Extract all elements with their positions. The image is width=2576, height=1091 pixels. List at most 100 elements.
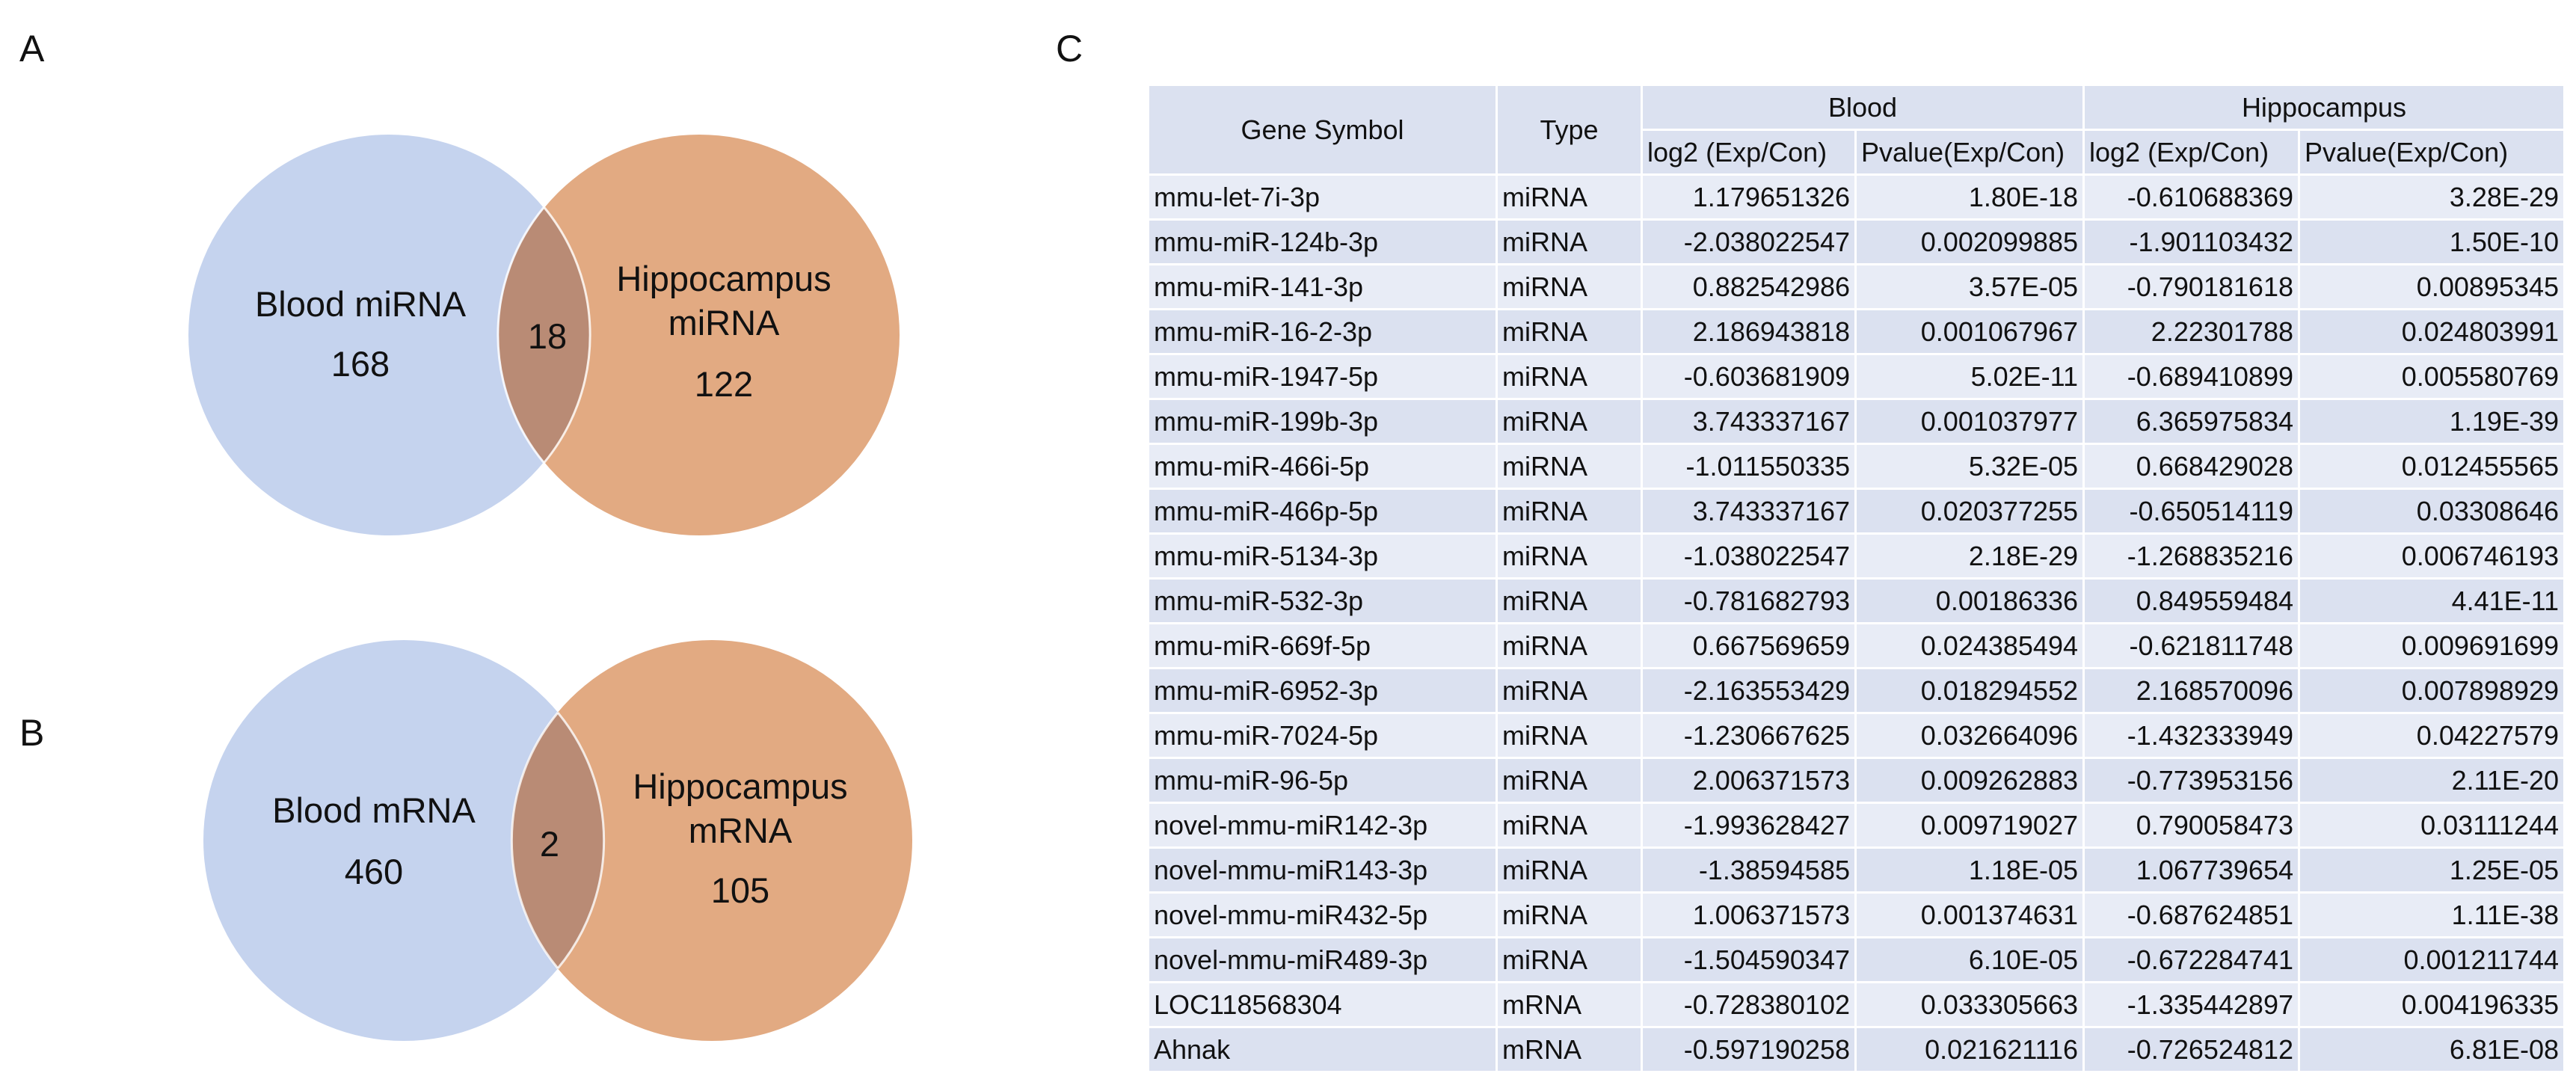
cell-hippocampus-pvalue: 0.004196335 [2298,981,2566,1028]
cell-gene-symbol: mmu-miR-124b-3p [1147,218,1498,265]
cell-hippocampus-pvalue: 0.001211744 [2298,936,2566,983]
cell-blood-log2: -2.038022547 [1641,218,1857,265]
cell-gene-symbol: mmu-miR-5134-3p [1147,532,1498,580]
cell-hippocampus-pvalue: 0.006746193 [2298,532,2566,580]
cell-gene-symbol: Ahnak [1147,1026,1498,1073]
cell-blood-pvalue: 0.002099885 [1854,218,2085,265]
cell-blood-pvalue: 3.57E-05 [1854,263,2085,310]
cell-gene-symbol: mmu-miR-141-3p [1147,263,1498,310]
venn-diagrams: Blood miRNA 168 18 Hippocampus miRNA 122… [188,135,912,1041]
cell-blood-log2: 2.186943818 [1641,308,1857,355]
cell-type: miRNA [1496,622,1643,669]
cell-type: miRNA [1496,712,1643,759]
cell-hippocampus-log2: -1.432333949 [2082,712,2300,759]
cell-blood-pvalue: 0.001037977 [1854,398,2085,445]
cell-hippocampus-log2: -0.790181618 [2082,263,2300,310]
cell-type: miRNA [1496,308,1643,355]
venn-a-right-label-line2: miRNA [668,303,780,342]
cell-hippocampus-pvalue: 2.11E-20 [2298,757,2566,804]
cell-blood-pvalue: 0.009262883 [1854,757,2085,804]
cell-gene-symbol: mmu-miR-6952-3p [1147,667,1498,714]
venn-a-left-count: 168 [331,344,390,384]
cell-type: miRNA [1496,936,1643,983]
header-blood-log2: log2 (Exp/Con) [1641,129,1857,176]
cell-blood-pvalue: 0.020377255 [1854,488,2085,535]
cell-hippocampus-pvalue: 1.25E-05 [2298,846,2566,894]
panel-label-a: A [19,28,45,70]
cell-hippocampus-log2: 1.067739654 [2082,846,2300,894]
cell-hippocampus-log2: -0.610688369 [2082,173,2300,221]
table-row: mmu-miR-199b-3p miRNA 3.743337167 0.0010379… [1147,398,2566,445]
cell-type: miRNA [1496,757,1643,804]
cell-blood-log2: -1.993628427 [1641,802,1857,849]
table-row: novel-mmu-miR489-3p miRNA -1.504590347 6.10… [1147,936,2566,983]
cell-gene-symbol: mmu-miR-199b-3p [1147,398,1498,445]
cell-type: miRNA [1496,532,1643,580]
cell-blood-pvalue: 2.18E-29 [1854,532,2085,580]
cell-blood-pvalue: 1.80E-18 [1854,173,2085,221]
cell-type: miRNA [1496,353,1643,400]
cell-gene-symbol: novel-mmu-miR489-3p [1147,936,1498,983]
cell-blood-pvalue: 0.00186336 [1854,577,2085,624]
table-row: mmu-miR-466i-5p miRNA -1.011550335 5.32E-05… [1147,443,2566,490]
header-type: Type [1496,84,1643,176]
cell-gene-symbol: mmu-miR-532-3p [1147,577,1498,624]
header-gene-symbol: Gene Symbol [1147,84,1498,176]
table-row: novel-mmu-miR143-3p miRNA -1.38594585 1.18E… [1147,846,2566,894]
cell-blood-pvalue: 0.032664096 [1854,712,2085,759]
cell-gene-symbol: mmu-miR-669f-5p [1147,622,1498,669]
table-row: mmu-miR-532-3p miRNA -0.781682793 0.0018633… [1147,577,2566,624]
cell-blood-pvalue: 5.32E-05 [1854,443,2085,490]
cell-hippocampus-pvalue: 1.11E-38 [2298,891,2566,938]
cell-hippocampus-log2: -1.268835216 [2082,532,2300,580]
cell-gene-symbol: mmu-miR-1947-5p [1147,353,1498,400]
cell-hippocampus-pvalue: 0.005580769 [2298,353,2566,400]
cell-blood-log2: -1.38594585 [1641,846,1857,894]
cell-hippocampus-log2: -0.621811748 [2082,622,2300,669]
cell-hippocampus-pvalue: 1.50E-10 [2298,218,2566,265]
cell-type: miRNA [1496,802,1643,849]
table-row: mmu-miR-141-3p miRNA 0.882542986 3.57E-05 -0… [1147,263,2566,310]
venn-a-right-label-line1: Hippocampus [616,259,831,298]
cell-blood-pvalue: 6.10E-05 [1854,936,2085,983]
cell-gene-symbol: mmu-miR-466p-5p [1147,488,1498,535]
table-row: mmu-miR-7024-5p miRNA -1.230667625 0.032664… [1147,712,2566,759]
cell-type: miRNA [1496,891,1643,938]
cell-blood-pvalue: 0.024385494 [1854,622,2085,669]
table-row: mmu-miR-1947-5p miRNA -0.603681909 5.02E-11… [1147,353,2566,400]
cell-blood-pvalue: 5.02E-11 [1854,353,2085,400]
cell-hippocampus-log2: -0.672284741 [2082,936,2300,983]
cell-type: miRNA [1496,667,1643,714]
cell-gene-symbol: novel-mmu-miR432-5p [1147,891,1498,938]
venn-b-right-label-line1: Hippocampus [633,766,847,806]
cell-gene-symbol: mmu-miR-16-2-3p [1147,308,1498,355]
cell-blood-log2: 3.743337167 [1641,398,1857,445]
cell-hippocampus-pvalue: 0.012455565 [2298,443,2566,490]
cell-type: miRNA [1496,577,1643,624]
table-row: mmu-miR-5134-3p miRNA -1.038022547 2.18E-29… [1147,532,2566,580]
cell-hippocampus-pvalue: 4.41E-11 [2298,577,2566,624]
cell-type: miRNA [1496,398,1643,445]
cell-blood-log2: 3.743337167 [1641,488,1857,535]
cell-blood-log2: -0.728380102 [1641,981,1857,1028]
cell-blood-pvalue: 0.018294552 [1854,667,2085,714]
cell-blood-log2: 2.006371573 [1641,757,1857,804]
cell-hippocampus-log2: 2.168570096 [2082,667,2300,714]
venn-a-overlap-count: 18 [528,316,567,356]
cell-type: miRNA [1496,443,1643,490]
cell-hippocampus-pvalue: 3.28E-29 [2298,173,2566,221]
table-body: mmu-let-7i-3p miRNA 1.179651326 1.80E-18 -0.… [1147,173,2566,1073]
cell-blood-pvalue: 0.001374631 [1854,891,2085,938]
cell-blood-log2: -1.038022547 [1641,532,1857,580]
cell-blood-log2: -0.603681909 [1641,353,1857,400]
cell-type: mRNA [1496,1026,1643,1073]
table-row: novel-mmu-miR432-5p miRNA 1.006371573 0.001… [1147,891,2566,938]
cell-blood-log2: 1.006371573 [1641,891,1857,938]
venn-b-right-label-line2: mRNA [689,811,793,850]
venn-a-right-count: 122 [695,364,753,404]
cell-hippocampus-log2: -0.689410899 [2082,353,2300,400]
panel-label-b: B [19,712,45,754]
cell-type: miRNA [1496,173,1643,221]
venn-b-left-count: 460 [345,852,403,891]
header-hippocampus-log2: log2 (Exp/Con) [2082,129,2300,176]
